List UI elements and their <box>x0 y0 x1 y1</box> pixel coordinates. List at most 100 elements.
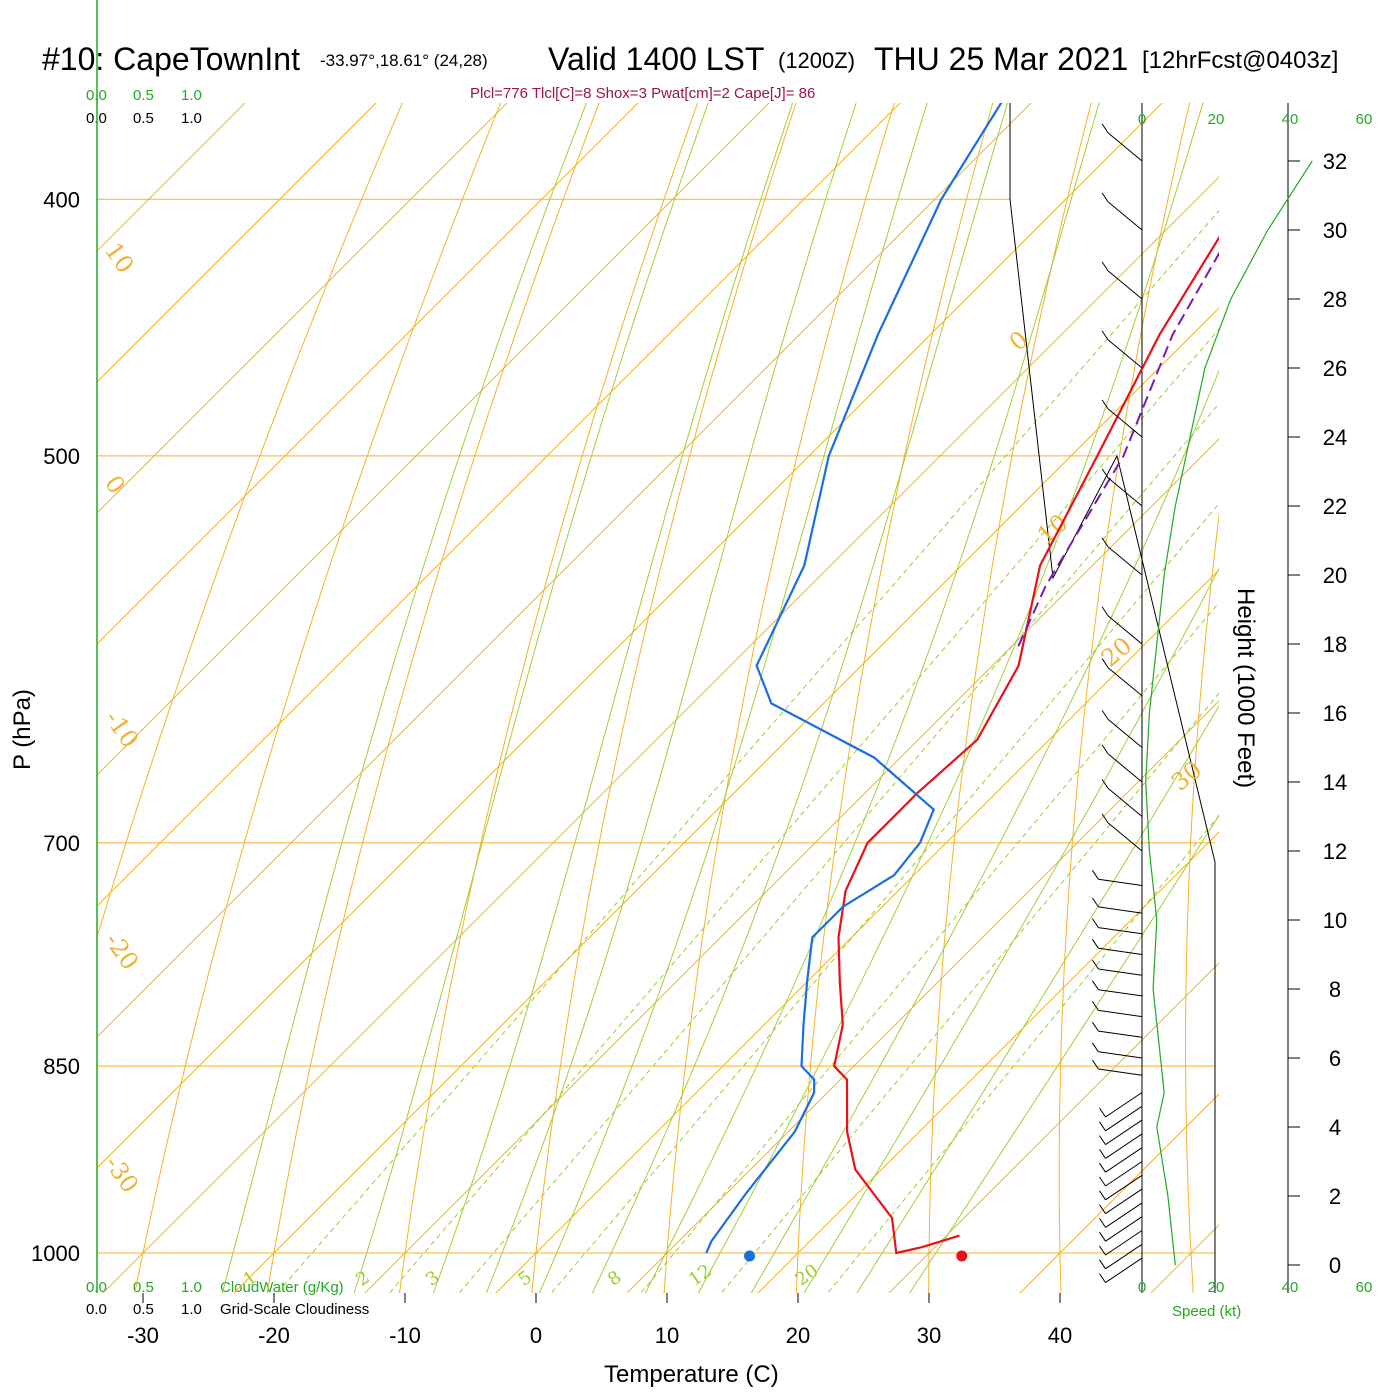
moist-adiabat-line <box>432 103 794 1293</box>
wind-barb-feather <box>1099 1176 1106 1187</box>
chart-frame <box>96 0 1289 1293</box>
moist-adiabat-line <box>591 103 1009 1293</box>
wind-barb-feather <box>1101 606 1109 617</box>
speed-tick-bottom: 0 <box>1138 1279 1146 1296</box>
wind-barb <box>1105 1188 1143 1215</box>
dry-adiabat-line <box>1308 0 1400 1363</box>
wind-barb-feather <box>1099 1149 1106 1159</box>
isotherm-label: -10 <box>99 705 144 753</box>
cloudwater-legend-label: CloudWater (g/Kg) <box>220 1279 344 1296</box>
wind-barb <box>1105 1119 1143 1146</box>
wind-barb-feather <box>1091 918 1099 928</box>
height-tick-label: 8 <box>1329 977 1341 1002</box>
wind-barb <box>1098 947 1143 955</box>
height-tick-label: 2 <box>1329 1184 1341 1209</box>
wind-barb <box>1098 1051 1143 1059</box>
isotherm-lines <box>97 103 1219 1293</box>
cloudiness-tick-top: 1.0 <box>181 110 202 127</box>
cloudiness-tick-bottom: 0.5 <box>133 1301 154 1318</box>
wind-barb <box>1105 1202 1143 1228</box>
wind-barb-feather <box>1099 1218 1106 1228</box>
wind-barb <box>1105 1257 1143 1284</box>
height-tick-label: 6 <box>1329 1046 1341 1071</box>
wind-barb <box>1098 927 1143 935</box>
moist-adiabat-line <box>644 103 1100 1293</box>
wind-barb <box>1098 906 1143 914</box>
station-title: #10: CapeTownInt <box>42 41 300 77</box>
mixing-ratio-line <box>640 601 1219 1293</box>
wind-barb <box>1107 667 1143 697</box>
isobar-lines <box>97 198 1215 1254</box>
moist-adiabat-line <box>803 567 1219 1293</box>
x-tick-label: 0 <box>530 1323 542 1348</box>
isotherm-line <box>495 569 1219 1293</box>
x-tick-label: 40 <box>1048 1323 1072 1348</box>
isotherm-line <box>97 103 639 645</box>
height-tick-label: 26 <box>1323 356 1347 381</box>
dry-adiabat-line <box>97 103 403 940</box>
cloudiness-tick-top: 0.5 <box>133 110 154 127</box>
dewpoint-profile <box>705 103 1003 1254</box>
wind-barb <box>1105 1230 1143 1256</box>
speed-tick-bottom: 20 <box>1208 1279 1225 1296</box>
wind-barb <box>1105 1243 1143 1270</box>
wind-barb <box>1098 1030 1143 1038</box>
speed-tick-bottom: 40 <box>1282 1279 1299 1296</box>
dry-adiabat-line <box>795 103 994 1293</box>
wind-barb <box>1107 477 1143 507</box>
wind-barb-feather <box>1091 1001 1099 1011</box>
cloudwater-tick-top: 0.5 <box>133 87 154 104</box>
dry-adiabat-line <box>531 103 797 1293</box>
wind-barb-feather <box>1091 959 1099 970</box>
mixing-ratio-lines <box>276 209 1219 1293</box>
wind-barb <box>1107 132 1143 162</box>
wind-barb-feather <box>1099 1204 1106 1214</box>
wind-barb-feather <box>1099 1162 1106 1173</box>
isotherm-line <box>1019 1093 1219 1293</box>
y-axis-title: P (hPa) <box>9 689 36 770</box>
moist-adiabat-line <box>221 103 588 1293</box>
moist-adiabat-line <box>856 705 1219 1293</box>
wind-barb-feather <box>1101 261 1109 272</box>
wind-barb <box>1098 968 1143 976</box>
wind-barb <box>1098 989 1143 997</box>
height-tick-label: 4 <box>1329 1115 1341 1140</box>
height-tick-label: 18 <box>1323 632 1347 657</box>
wind-barb-feather <box>1099 1259 1106 1270</box>
height-tick-label: 16 <box>1323 701 1347 726</box>
wind-barb-feather <box>1099 1121 1106 1132</box>
wind-barb-feather <box>1101 658 1109 668</box>
x-tick-label: -30 <box>127 1323 159 1348</box>
wind-barb-feather <box>1099 1190 1106 1201</box>
mixing-ratio-line <box>276 209 1219 1293</box>
dry-adiabat-line <box>928 103 1092 1293</box>
isotherm-line <box>97 103 377 383</box>
dry-adiabat-line <box>663 103 895 1293</box>
wind-barb-feather <box>1091 1021 1099 1032</box>
wind-barb-feather <box>1101 813 1109 824</box>
speed-tick-top: 40 <box>1282 111 1299 128</box>
plot-boundary <box>1009 103 1216 1293</box>
mixing-ratio-line <box>388 328 1219 1293</box>
speed-tick-top: 0 <box>1138 111 1146 128</box>
wind-barb <box>1107 408 1143 438</box>
isotherm-label: 30 <box>1166 756 1207 797</box>
wind-barb-feather <box>1091 1042 1099 1053</box>
mixing-ratio-line <box>827 814 1219 1293</box>
mixing-ratio-label: 12 <box>685 1260 716 1290</box>
wind-barb <box>1107 788 1143 817</box>
wind-barb <box>1098 878 1143 886</box>
x-tick-label: 30 <box>917 1323 941 1348</box>
cloudiness-legend-label: Grid-Scale Cloudiness <box>220 1301 369 1318</box>
surface-dewpoint-point <box>744 1250 756 1262</box>
dry-adiabat-line <box>398 103 699 1293</box>
cloudiness-tick-bottom: 1.0 <box>181 1301 202 1318</box>
parcel-path <box>1017 251 1219 647</box>
x-tick-label: 10 <box>655 1323 679 1348</box>
height-tick-label: 12 <box>1323 839 1347 864</box>
valid-time: Valid 1400 LST <box>548 41 764 77</box>
mixing-ratio-line <box>550 502 1219 1293</box>
wind-barb-feather <box>1101 710 1109 720</box>
